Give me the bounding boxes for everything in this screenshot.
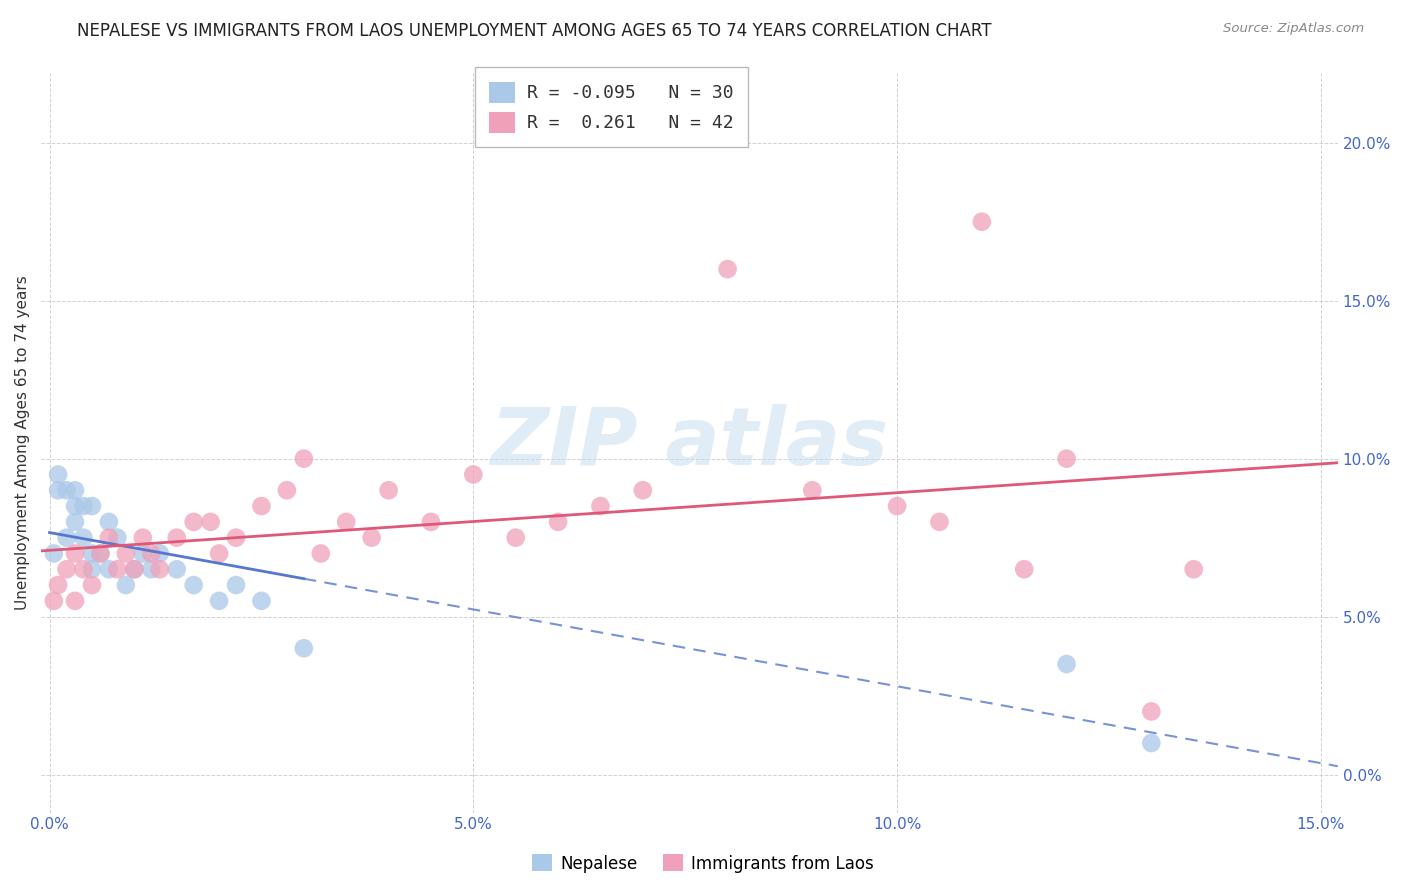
Point: [1140, 705, 1163, 719]
Point: [42, 546, 65, 560]
Point: [149, 562, 172, 576]
Point: [124, 562, 146, 576]
Point: [72, 531, 94, 545]
Point: [89, 546, 111, 560]
Point: [63, 594, 86, 608]
Point: [80, 499, 103, 513]
Point: [250, 499, 273, 513]
Y-axis label: Unemployment Among Ages 65 to 74 years: Unemployment Among Ages 65 to 74 years: [15, 276, 30, 610]
Point: [1056, 657, 1078, 671]
Point: [55, 483, 77, 498]
Point: [80, 546, 103, 560]
Point: [46, 483, 69, 498]
Point: [115, 578, 138, 592]
Point: [46, 467, 69, 482]
Point: [309, 546, 332, 560]
Point: [377, 483, 399, 498]
Point: [292, 451, 315, 466]
Point: [250, 594, 273, 608]
Text: Source: ZipAtlas.com: Source: ZipAtlas.com: [1223, 22, 1364, 36]
Point: [63, 515, 86, 529]
Point: [208, 594, 231, 608]
Point: [97, 531, 120, 545]
Legend: R = -0.095   N = 30, R =  0.261   N = 42: R = -0.095 N = 30, R = 0.261 N = 42: [475, 68, 748, 147]
Text: ZIP atlas: ZIP atlas: [491, 404, 889, 482]
Point: [105, 562, 128, 576]
Point: [63, 483, 86, 498]
Point: [589, 499, 612, 513]
Point: [63, 499, 86, 513]
Point: [420, 515, 443, 529]
Point: [801, 483, 824, 498]
Point: [132, 546, 155, 560]
Point: [72, 562, 94, 576]
Point: [183, 578, 205, 592]
Point: [55, 531, 77, 545]
Point: [1056, 451, 1078, 466]
Point: [200, 515, 222, 529]
Point: [97, 515, 120, 529]
Point: [115, 546, 138, 560]
Point: [42, 594, 65, 608]
Point: [80, 578, 103, 592]
Point: [89, 546, 111, 560]
Point: [225, 578, 247, 592]
Point: [141, 562, 163, 576]
Point: [970, 215, 993, 229]
Point: [886, 499, 908, 513]
Point: [141, 546, 163, 560]
Point: [46, 578, 69, 592]
Point: [463, 467, 485, 482]
Point: [1140, 736, 1163, 750]
Point: [183, 515, 205, 529]
Point: [292, 641, 315, 656]
Point: [124, 562, 146, 576]
Text: NEPALESE VS IMMIGRANTS FROM LAOS UNEMPLOYMENT AMONG AGES 65 TO 74 YEARS CORRELAT: NEPALESE VS IMMIGRANTS FROM LAOS UNEMPLO…: [77, 22, 991, 40]
Point: [928, 515, 950, 529]
Point: [225, 531, 247, 545]
Point: [1182, 562, 1205, 576]
Point: [72, 499, 94, 513]
Point: [335, 515, 357, 529]
Point: [1012, 562, 1035, 576]
Point: [80, 562, 103, 576]
Point: [360, 531, 382, 545]
Point: [63, 546, 86, 560]
Point: [547, 515, 569, 529]
Point: [276, 483, 298, 498]
Point: [716, 262, 738, 277]
Point: [631, 483, 654, 498]
Point: [55, 562, 77, 576]
Point: [149, 546, 172, 560]
Point: [166, 531, 188, 545]
Point: [505, 531, 527, 545]
Point: [208, 546, 231, 560]
Point: [166, 562, 188, 576]
Point: [132, 531, 155, 545]
Point: [97, 562, 120, 576]
Legend: Nepalese, Immigrants from Laos: Nepalese, Immigrants from Laos: [526, 847, 880, 880]
Point: [105, 531, 128, 545]
